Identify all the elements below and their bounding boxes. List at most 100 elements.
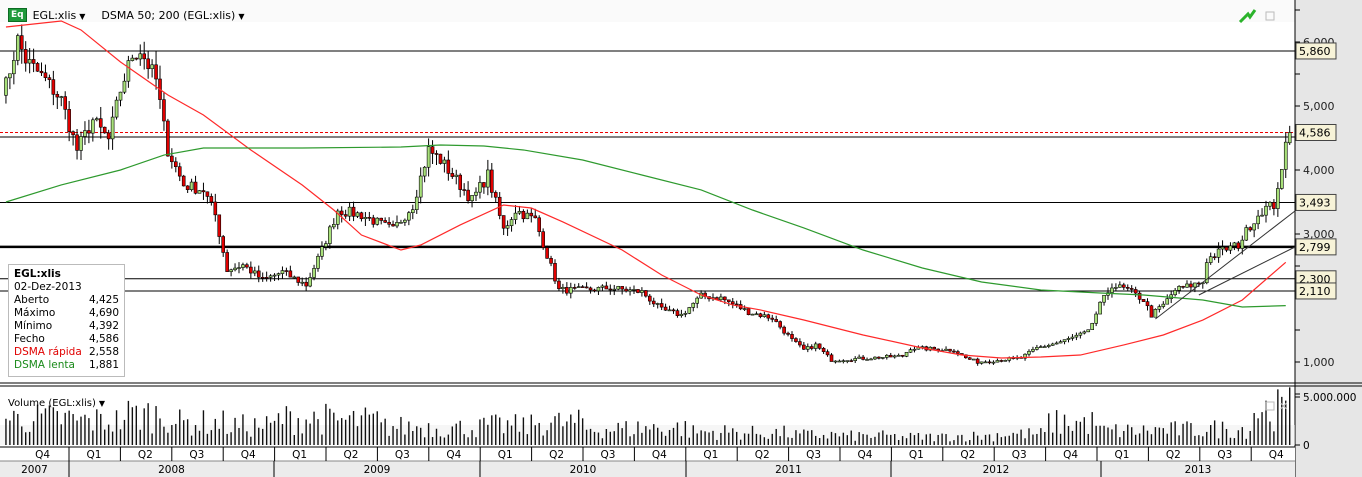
candle-body bbox=[249, 266, 253, 274]
candle-body bbox=[505, 225, 510, 229]
candle-body bbox=[347, 206, 352, 217]
candle-body bbox=[675, 310, 680, 316]
dropdown-arrow-icon: ▼ bbox=[238, 11, 245, 21]
equity-icon: Eq bbox=[8, 8, 27, 22]
candle-body bbox=[363, 217, 368, 220]
candle-body bbox=[1165, 298, 1170, 305]
legend-label: DSMA rápida bbox=[14, 346, 82, 358]
candle-body bbox=[1197, 282, 1201, 285]
candle-body bbox=[106, 132, 111, 140]
candle-body bbox=[1098, 301, 1102, 315]
legend-title: EGL:xlis bbox=[14, 268, 61, 280]
symbol-selector[interactable]: EGL:xlis ▼ bbox=[33, 9, 86, 22]
candle-body bbox=[1039, 346, 1043, 348]
volume-selector[interactable]: Volume (EGL:xlis) ▼ bbox=[8, 398, 105, 409]
candle-body bbox=[1133, 289, 1138, 294]
candle-body bbox=[339, 210, 344, 215]
candle-body bbox=[833, 360, 838, 363]
candle-body bbox=[1181, 286, 1185, 288]
candle-body bbox=[557, 280, 561, 290]
candle-body bbox=[884, 354, 889, 358]
candle-body bbox=[1220, 246, 1225, 250]
candle-body bbox=[612, 288, 617, 291]
year-label: 2008 bbox=[158, 464, 185, 476]
candle-body bbox=[762, 314, 767, 317]
candle-body bbox=[288, 270, 293, 278]
quarter-label: Q2 bbox=[344, 449, 359, 461]
candle-body bbox=[1212, 256, 1217, 259]
candle-body bbox=[865, 359, 869, 361]
candle-body bbox=[462, 189, 466, 191]
candle-body bbox=[837, 360, 842, 363]
candle-body bbox=[537, 217, 542, 232]
candle-body bbox=[253, 270, 257, 274]
quarter-label: Q4 bbox=[858, 449, 873, 461]
candle-body bbox=[596, 287, 601, 292]
candle-body bbox=[1287, 132, 1292, 144]
legend-label: Fecho bbox=[14, 333, 45, 345]
candle-body bbox=[1090, 323, 1094, 330]
candle-body bbox=[414, 196, 419, 210]
candle-body bbox=[474, 191, 478, 196]
candle-body bbox=[4, 77, 8, 96]
candle-body bbox=[430, 146, 435, 154]
candle-body bbox=[489, 169, 494, 193]
candle-body bbox=[454, 174, 459, 177]
legend-label: Máximo bbox=[14, 307, 56, 319]
quarter-label: Q4 bbox=[1269, 449, 1284, 461]
candle-body bbox=[300, 281, 305, 284]
quarter-label: Q2 bbox=[549, 449, 564, 461]
candle-body bbox=[513, 212, 518, 220]
quarter-label: Q3 bbox=[395, 449, 410, 461]
indicator-selector[interactable]: DSMA 50; 200 (EGL:xlis) ▼ bbox=[101, 9, 244, 22]
candle-body bbox=[746, 308, 751, 316]
candle-body bbox=[296, 276, 301, 283]
candle-body bbox=[35, 63, 40, 72]
candle-body bbox=[600, 285, 605, 288]
maximize-icon bbox=[1265, 401, 1275, 411]
indicator-label: DSMA 50; 200 (EGL:xlis) bbox=[101, 8, 236, 22]
dropdown-arrow-icon: ▼ bbox=[98, 399, 106, 408]
candle-body bbox=[873, 356, 877, 360]
candle-body bbox=[588, 287, 593, 291]
candle-body bbox=[15, 35, 20, 61]
candle-body bbox=[794, 338, 798, 342]
candle-body bbox=[529, 212, 534, 217]
candle-body bbox=[719, 296, 723, 301]
candle-body bbox=[975, 358, 980, 364]
candle-body bbox=[517, 211, 522, 214]
candle-body bbox=[1070, 336, 1075, 339]
candle-body bbox=[782, 326, 786, 334]
candle-body bbox=[1066, 338, 1071, 340]
candle-body bbox=[383, 220, 387, 223]
candle-body bbox=[47, 77, 52, 80]
dropdown-arrow-icon: ▼ bbox=[79, 11, 86, 21]
candle-body bbox=[1082, 331, 1087, 334]
candle-body bbox=[379, 217, 384, 221]
quarter-label: Q1 bbox=[909, 449, 924, 461]
candle-body bbox=[59, 96, 64, 98]
candle-body bbox=[442, 159, 447, 164]
candle-body bbox=[466, 189, 470, 202]
candle-body bbox=[857, 356, 861, 359]
candle-body bbox=[1260, 214, 1264, 217]
candle-body bbox=[276, 273, 281, 276]
fast-ma-line bbox=[5, 20, 1287, 359]
candle-body bbox=[130, 57, 135, 61]
candle-body bbox=[320, 246, 324, 257]
candle-body bbox=[142, 53, 146, 60]
candle-body bbox=[640, 290, 644, 293]
candle-body bbox=[331, 224, 336, 228]
candle-body bbox=[1062, 339, 1067, 342]
candle-body bbox=[628, 289, 632, 292]
volume-tick-label: 0 bbox=[1303, 440, 1310, 452]
candle-body bbox=[817, 343, 822, 349]
y-tick-label: 1,000 bbox=[1303, 356, 1335, 369]
year-row bbox=[0, 461, 1295, 477]
legend-value: 4,392 bbox=[88, 320, 119, 332]
legend-row: Aberto 4,425 bbox=[14, 294, 119, 307]
candle-body bbox=[63, 96, 68, 110]
candle-body bbox=[95, 118, 99, 121]
candle-body bbox=[632, 289, 636, 291]
